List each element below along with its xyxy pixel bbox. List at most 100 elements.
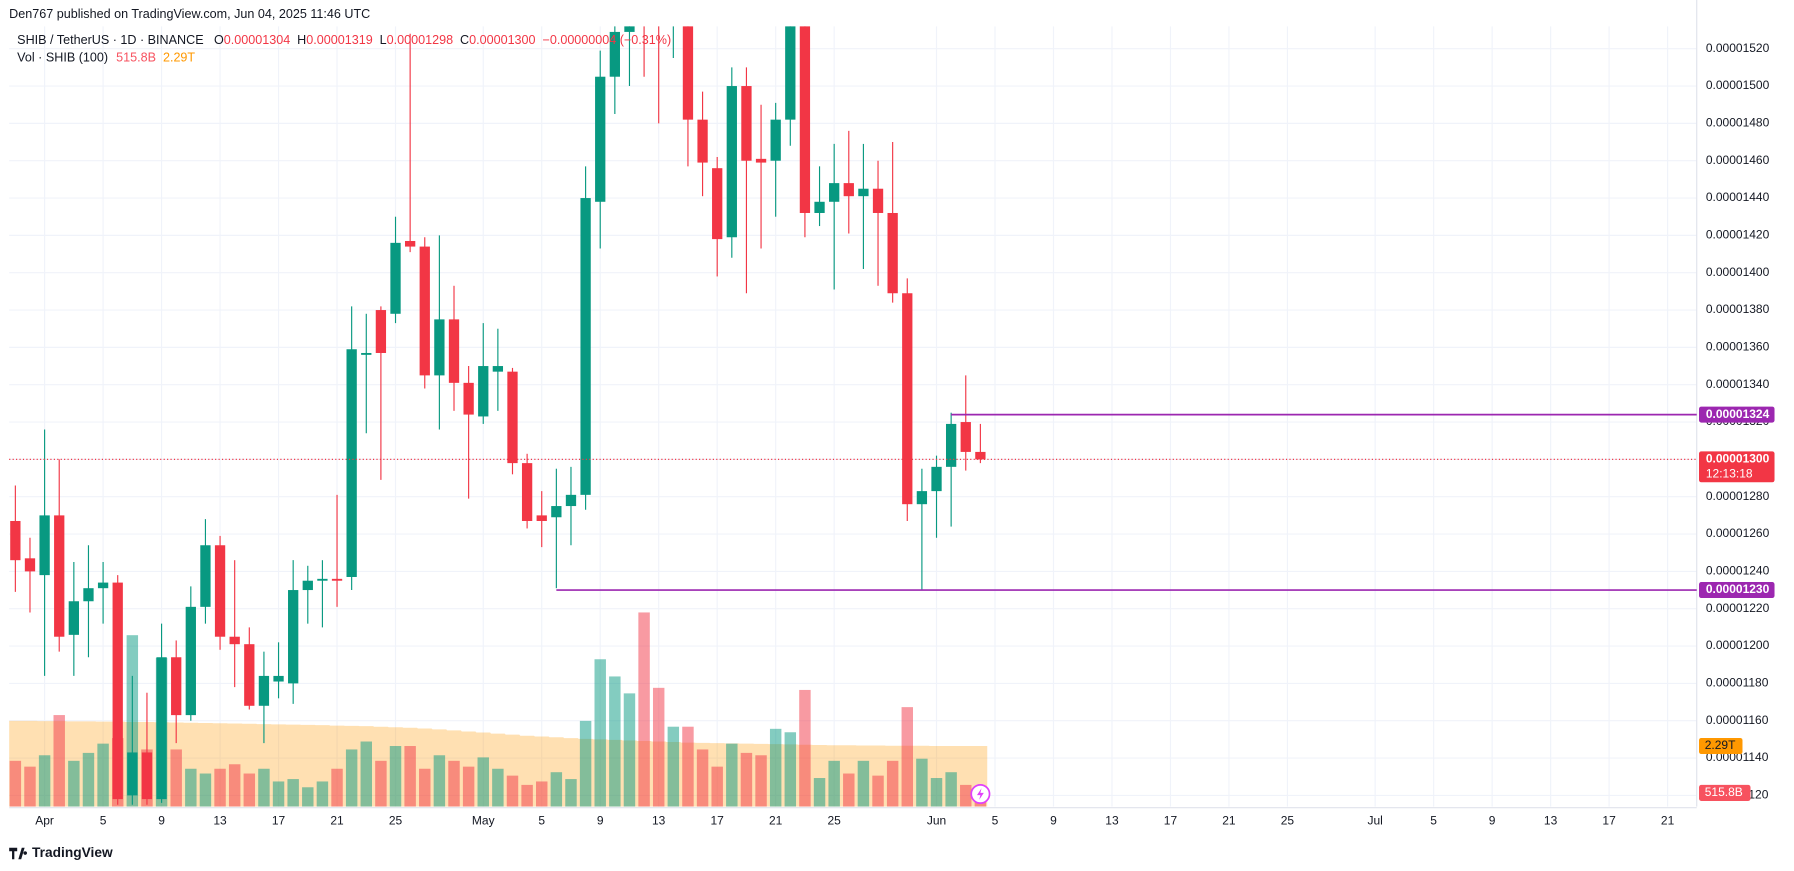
candle-body — [112, 582, 123, 800]
x-tick-label: 25 — [827, 814, 841, 828]
x-tick-label: 9 — [158, 814, 165, 828]
x-tick-label: 13 — [652, 814, 666, 828]
volume-bar — [740, 752, 753, 807]
candle-body — [799, 26, 811, 213]
brand: TradingView — [32, 845, 113, 860]
volume-bar — [828, 760, 840, 807]
candle-body — [419, 246, 430, 376]
volume-bar — [813, 778, 826, 807]
candle-body — [68, 601, 79, 635]
y-tick-label: 0.00001460 — [1706, 153, 1770, 167]
volume-bar — [375, 760, 387, 807]
volume-bar — [886, 760, 899, 807]
candle-body — [346, 349, 357, 577]
candle-body — [200, 545, 211, 607]
countdown: 12:13:18 — [1706, 466, 1753, 480]
volume-bar — [799, 689, 811, 807]
volume-bar — [68, 760, 80, 807]
candle-body — [887, 212, 898, 294]
volume-bar — [419, 768, 431, 807]
candle-body — [317, 578, 328, 581]
level-label-box — [1699, 582, 1775, 599]
ohlc-value: 0.00001319 — [306, 34, 372, 48]
volume-bar — [930, 778, 943, 807]
x-tick-label: 25 — [1281, 814, 1295, 828]
x-tick-label: 21 — [1222, 814, 1236, 828]
level-label-text: 0.00001230 — [1706, 582, 1770, 596]
candle-body — [931, 466, 942, 492]
volume-bar — [565, 779, 577, 807]
candle-body — [507, 371, 518, 464]
volume-bar — [272, 781, 285, 807]
x-tick-label: 17 — [272, 814, 286, 828]
candle-body — [595, 76, 606, 202]
volume-title: Vol · SHIB (100) — [17, 51, 108, 65]
volume-bar — [185, 768, 197, 807]
volume-bar — [433, 755, 446, 807]
volume-text: 515.8B — [1705, 785, 1743, 799]
volume-bar — [404, 746, 416, 807]
x-tick-label: 9 — [1050, 814, 1057, 828]
candle-body — [872, 188, 884, 213]
x-tick-label: 5 — [1430, 814, 1437, 828]
y-tick-label: 0.00001180 — [1706, 676, 1769, 690]
y-tick-label: 0.00001500 — [1706, 78, 1770, 92]
candle-body — [39, 515, 50, 576]
candle-body — [755, 158, 767, 163]
ohlc-key: L — [380, 34, 387, 48]
volume-bar — [579, 720, 592, 807]
volume-bar — [170, 749, 182, 807]
x-tick-label: 9 — [1489, 814, 1496, 828]
volume-bar — [901, 707, 913, 807]
ohlc-key: C — [460, 34, 469, 48]
volume-bar — [345, 749, 358, 807]
candle-body — [551, 506, 562, 518]
ohlc-value: 0.00001298 — [387, 34, 453, 48]
x-tick-label: 13 — [213, 814, 227, 828]
candle-body — [945, 423, 957, 467]
y-tick-label: 0.00001480 — [1706, 116, 1770, 130]
ohlc-key: H — [297, 34, 306, 48]
candle-body — [331, 578, 343, 581]
volume-bar — [536, 781, 548, 807]
y-tick-label: 0.00001380 — [1706, 302, 1770, 316]
candle-body — [536, 515, 547, 521]
x-tick-label: 21 — [330, 814, 344, 828]
x-tick-label: 17 — [1164, 814, 1178, 828]
candle-body — [843, 183, 854, 197]
volume-bar — [696, 749, 709, 807]
volume-bar — [331, 768, 343, 807]
y-tick-label: 0.00001420 — [1706, 228, 1770, 242]
volume-bar — [652, 687, 665, 807]
candle-body — [697, 119, 708, 163]
candle-body — [390, 242, 401, 314]
volume-bar — [667, 726, 680, 807]
candle-body — [902, 293, 913, 505]
candle-body — [726, 86, 737, 238]
volume-bar — [360, 741, 372, 807]
candle-body — [624, 26, 635, 32]
volume-bar — [302, 787, 314, 807]
last-price-box — [1699, 451, 1775, 483]
y-tick-label: 0.00001160 — [1706, 713, 1769, 727]
x-tick-label: 25 — [389, 814, 403, 828]
volume-bar — [682, 726, 694, 807]
candle-body — [916, 491, 928, 505]
last-price-text: 0.00001300 — [1706, 452, 1770, 466]
volume-bar — [594, 659, 606, 807]
volume-bar — [9, 760, 22, 807]
volume-ma-text: 2.29T — [1705, 738, 1736, 752]
volume-bar — [550, 772, 563, 807]
x-tick-label: 13 — [1105, 814, 1119, 828]
volume-bar — [521, 784, 533, 807]
volume-value: 515.8B — [116, 51, 156, 65]
candle-body — [960, 422, 971, 452]
x-tick-label: 5 — [992, 814, 999, 828]
title: SHIB / TetherUS · 1D · BINANCE — [17, 34, 203, 48]
candle-body — [404, 240, 416, 247]
y-tick-label: 0.00001260 — [1706, 526, 1770, 540]
logo-icon — [9, 847, 28, 860]
volume-ma-box — [1699, 738, 1743, 755]
